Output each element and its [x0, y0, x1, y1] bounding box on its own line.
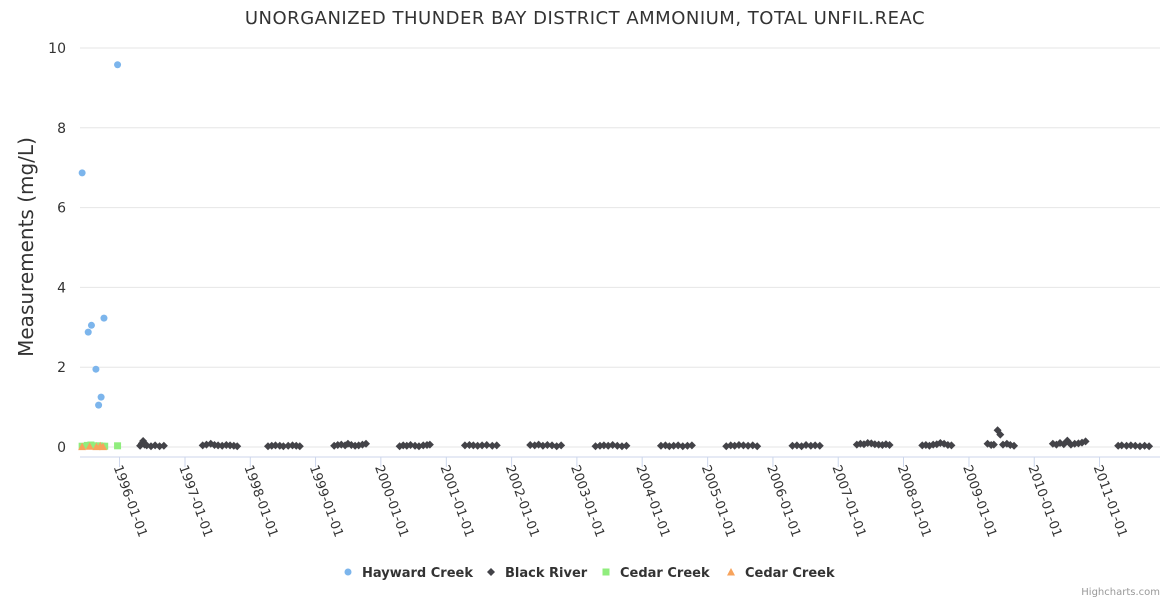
data-point: [473, 441, 482, 450]
data-point: [362, 439, 371, 448]
data-point: [159, 441, 168, 450]
data-point: [99, 442, 108, 451]
data-point: [100, 314, 108, 322]
y-axis-label: Measurements (mg/L): [14, 137, 38, 357]
data-point: [78, 169, 86, 177]
data-point: [678, 442, 687, 451]
y-tick-label: 6: [57, 201, 66, 217]
legend-label: Black River: [505, 566, 588, 581]
data-point: [87, 321, 95, 329]
legend-item[interactable]: Black River: [487, 566, 588, 581]
data-point: [233, 442, 242, 451]
data-point: [622, 441, 631, 450]
data-point: [1081, 437, 1090, 446]
legend-symbol: [602, 568, 610, 576]
data-point: [425, 440, 434, 449]
data-point: [656, 441, 665, 450]
y-tick-label: 8: [57, 121, 66, 137]
data-point: [1126, 441, 1135, 450]
legend: Hayward Creek Black River Cedar Creek Cedar…: [344, 566, 835, 581]
legend-item[interactable]: Cedar Creek: [727, 566, 835, 581]
grid-lines: [80, 47, 1160, 458]
data-point: [1131, 441, 1140, 450]
data-point: [687, 441, 696, 450]
series-triangle: [78, 441, 108, 451]
legend-item[interactable]: Cedar Creek: [602, 566, 710, 581]
data-point: [591, 442, 600, 451]
data-point: [669, 441, 678, 450]
data-point: [460, 441, 469, 450]
legend-symbol: [344, 568, 352, 576]
data-point: [739, 441, 748, 450]
data-point: [788, 441, 797, 450]
data-point: [811, 441, 820, 450]
data-point: [488, 441, 497, 450]
legend-item[interactable]: Hayward Creek: [344, 566, 474, 581]
data-point: [526, 441, 535, 450]
data-point: [114, 442, 122, 450]
data-point: [815, 441, 824, 450]
data-point: [557, 441, 566, 450]
y-tick-label: 4: [57, 280, 66, 296]
data-point: [478, 441, 487, 450]
data-point: [996, 430, 1005, 439]
data-point: [85, 442, 94, 450]
data-point: [84, 328, 92, 336]
data-point: [613, 441, 622, 450]
series-circle: [78, 61, 122, 409]
data-point: [989, 440, 998, 449]
data-point: [92, 365, 100, 373]
chart-title: UNORGANIZED THUNDER BAY DISTRICT AMMONIU…: [245, 8, 925, 29]
data-point: [753, 442, 762, 451]
data-point: [744, 441, 753, 450]
data-point: [683, 441, 692, 450]
data-point: [885, 441, 894, 450]
data-point: [279, 442, 288, 451]
data-point: [802, 441, 811, 450]
data-points: [78, 61, 1154, 451]
data-point: [95, 401, 103, 409]
y-tick-label: 2: [57, 360, 66, 376]
data-point: [1135, 442, 1144, 451]
data-point: [1140, 441, 1149, 450]
legend-symbol: [727, 568, 735, 576]
legend-symbol: [487, 568, 495, 576]
y-axis-ticks: 0 2 4 6 8 10: [48, 41, 66, 456]
data-point: [83, 441, 91, 449]
data-point: [1010, 441, 1019, 450]
legend-label: Cedar Creek: [745, 566, 835, 581]
data-point: [734, 441, 743, 450]
data-point: [492, 441, 501, 450]
credits-link[interactable]: Highcharts.com: [1081, 587, 1160, 598]
data-point: [1117, 441, 1126, 450]
data-point: [295, 442, 304, 451]
data-point: [543, 441, 552, 450]
data-point: [482, 441, 491, 450]
data-point: [1145, 442, 1154, 451]
y-tick-label: 10: [48, 41, 66, 57]
data-point: [947, 441, 956, 450]
legend-label: Cedar Creek: [620, 566, 710, 581]
data-point: [97, 393, 105, 401]
y-tick-label: 0: [57, 440, 66, 456]
series-diamond: [136, 426, 1154, 451]
data-point: [78, 442, 87, 451]
data-point: [617, 442, 626, 451]
data-point: [114, 61, 122, 69]
legend-label: Hayward Creek: [362, 566, 473, 581]
